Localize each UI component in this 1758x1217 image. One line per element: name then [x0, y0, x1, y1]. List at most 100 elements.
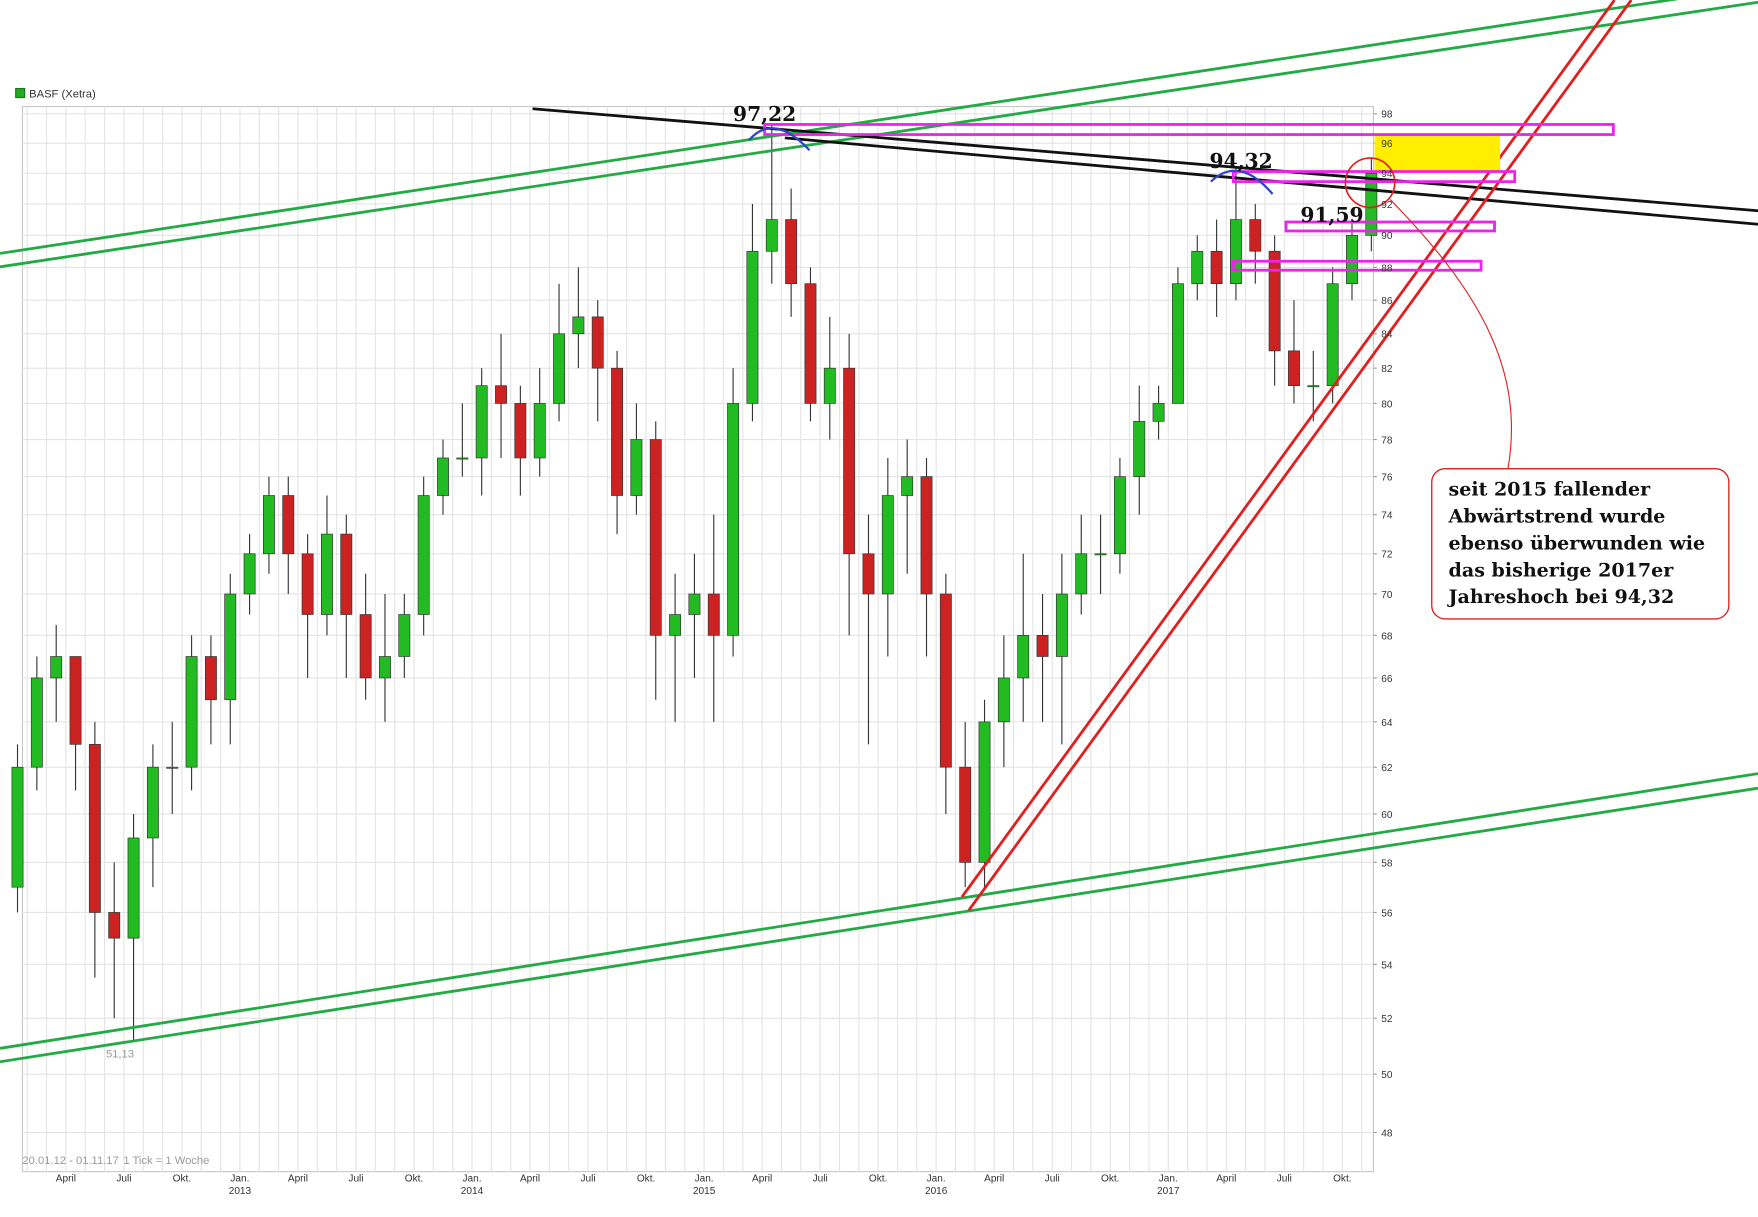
- y-tick-label: 58: [1381, 858, 1393, 869]
- candle-body: [398, 614, 411, 657]
- candle-body: [514, 403, 527, 459]
- x-tick-label: April: [752, 1174, 772, 1185]
- candle-body: [495, 385, 507, 404]
- candle-body: [1171, 283, 1184, 404]
- candle-body: [1346, 234, 1358, 285]
- candle-body: [1288, 350, 1300, 387]
- candle-body: [649, 439, 662, 636]
- candle-body: [1075, 553, 1088, 595]
- y-tick-label: 98: [1381, 110, 1393, 121]
- candle-body: [1230, 219, 1242, 285]
- legend-label: BASF (Xetra): [29, 89, 96, 101]
- candle-body: [901, 476, 914, 496]
- candle-body: [475, 385, 488, 459]
- x-year-label: 2014: [461, 1186, 484, 1197]
- x-tick-label: April: [1216, 1174, 1236, 1185]
- candle-body: [823, 367, 836, 404]
- candle-body: [11, 766, 24, 888]
- candle-body: [417, 495, 430, 615]
- highlight-zone: [1374, 135, 1501, 172]
- y-tick-label: 92: [1381, 200, 1393, 211]
- x-tick-label: Juli: [813, 1174, 828, 1185]
- candle-body: [379, 656, 391, 679]
- x-tick-label: Okt.: [173, 1174, 191, 1185]
- candle-body: [553, 333, 565, 404]
- candle-body: [1210, 250, 1223, 285]
- trend-line: [532, 107, 1758, 213]
- annotation: 91,59: [1300, 203, 1363, 227]
- y-tick-label: 70: [1381, 590, 1393, 601]
- legend-swatch: [15, 88, 26, 99]
- candle-body: [1133, 421, 1146, 477]
- x-tick-label: Jan.: [927, 1174, 946, 1185]
- candles: [11, 125, 1378, 1043]
- level-box: [1231, 259, 1483, 272]
- candle-body: [301, 553, 314, 615]
- breakout-circle: [1344, 157, 1396, 209]
- candle-body: [920, 476, 933, 595]
- y-tick-label: 66: [1381, 674, 1393, 685]
- y-tick-label: 90: [1381, 231, 1393, 242]
- candle-body: [843, 367, 856, 555]
- candle-body: [243, 553, 256, 595]
- period-label: 20.01.12 - 01.11.17: [22, 1155, 118, 1167]
- candle-body: [88, 744, 101, 913]
- candle-body: [881, 495, 894, 595]
- grid: [22, 106, 1377, 1172]
- trend-line: [0, 786, 1758, 1064]
- annotation: 97,22: [733, 102, 796, 126]
- trend-lines: [0, 0, 1758, 1064]
- x-tick-label: Okt.: [405, 1174, 423, 1185]
- x-year-label: 2017: [1157, 1186, 1180, 1197]
- top-arc: [748, 127, 811, 152]
- candle-body: [804, 283, 817, 404]
- candle-body: [1191, 250, 1204, 285]
- candle-body: [224, 593, 237, 701]
- candle-body: [959, 766, 972, 863]
- candle-body: [707, 593, 720, 636]
- candle-body: [1249, 219, 1262, 252]
- candle-body: [630, 439, 643, 496]
- x-tick-label: April: [288, 1174, 308, 1185]
- candle-body: [1055, 593, 1068, 657]
- y-tick-label: 68: [1381, 631, 1393, 642]
- y-tick-label: 64: [1381, 718, 1393, 729]
- callout-line: seit 2015 fallender: [1449, 479, 1652, 501]
- y-tick-label: 52: [1381, 1014, 1393, 1025]
- candle-body: [437, 457, 449, 496]
- candle-body: [669, 614, 682, 636]
- candle-body: [1307, 385, 1320, 388]
- candle-body: [533, 403, 546, 459]
- candle-body: [572, 316, 585, 335]
- candle-body: [688, 593, 701, 615]
- candle-body: [185, 656, 198, 768]
- y-tick-label: 96: [1381, 139, 1393, 150]
- candle-body: [282, 495, 295, 555]
- y-tick-label: 50: [1381, 1070, 1393, 1081]
- candle-body: [359, 614, 372, 679]
- x-tick-label: Okt.: [1101, 1174, 1119, 1185]
- y-tick-label: 82: [1381, 364, 1393, 375]
- candle-body: [340, 533, 353, 615]
- y-tick-label: 72: [1381, 550, 1393, 561]
- y-tick-label: 54: [1381, 960, 1393, 971]
- x-tick-label: April: [984, 1174, 1004, 1185]
- candle-body: [204, 656, 217, 701]
- x-tick-label: April: [56, 1174, 76, 1185]
- candle-body: [1326, 283, 1339, 387]
- x-tick-label: Juli: [348, 1174, 363, 1185]
- x-tick-label: Juli: [580, 1174, 595, 1185]
- x-tick-label: Juli: [116, 1174, 131, 1185]
- candle-body: [50, 656, 63, 679]
- candle-body: [262, 495, 275, 555]
- candle-body: [1017, 635, 1030, 679]
- low-label: 51,13: [106, 1048, 134, 1060]
- x-tick-label: Juli: [1277, 1174, 1292, 1185]
- y-tick-label: 88: [1381, 263, 1393, 274]
- candle-body: [127, 837, 140, 939]
- candle-body: [765, 219, 778, 252]
- x-tick-label: Jan.: [695, 1174, 714, 1185]
- y-tick-label: 76: [1381, 473, 1393, 484]
- candle-body: [1268, 250, 1281, 352]
